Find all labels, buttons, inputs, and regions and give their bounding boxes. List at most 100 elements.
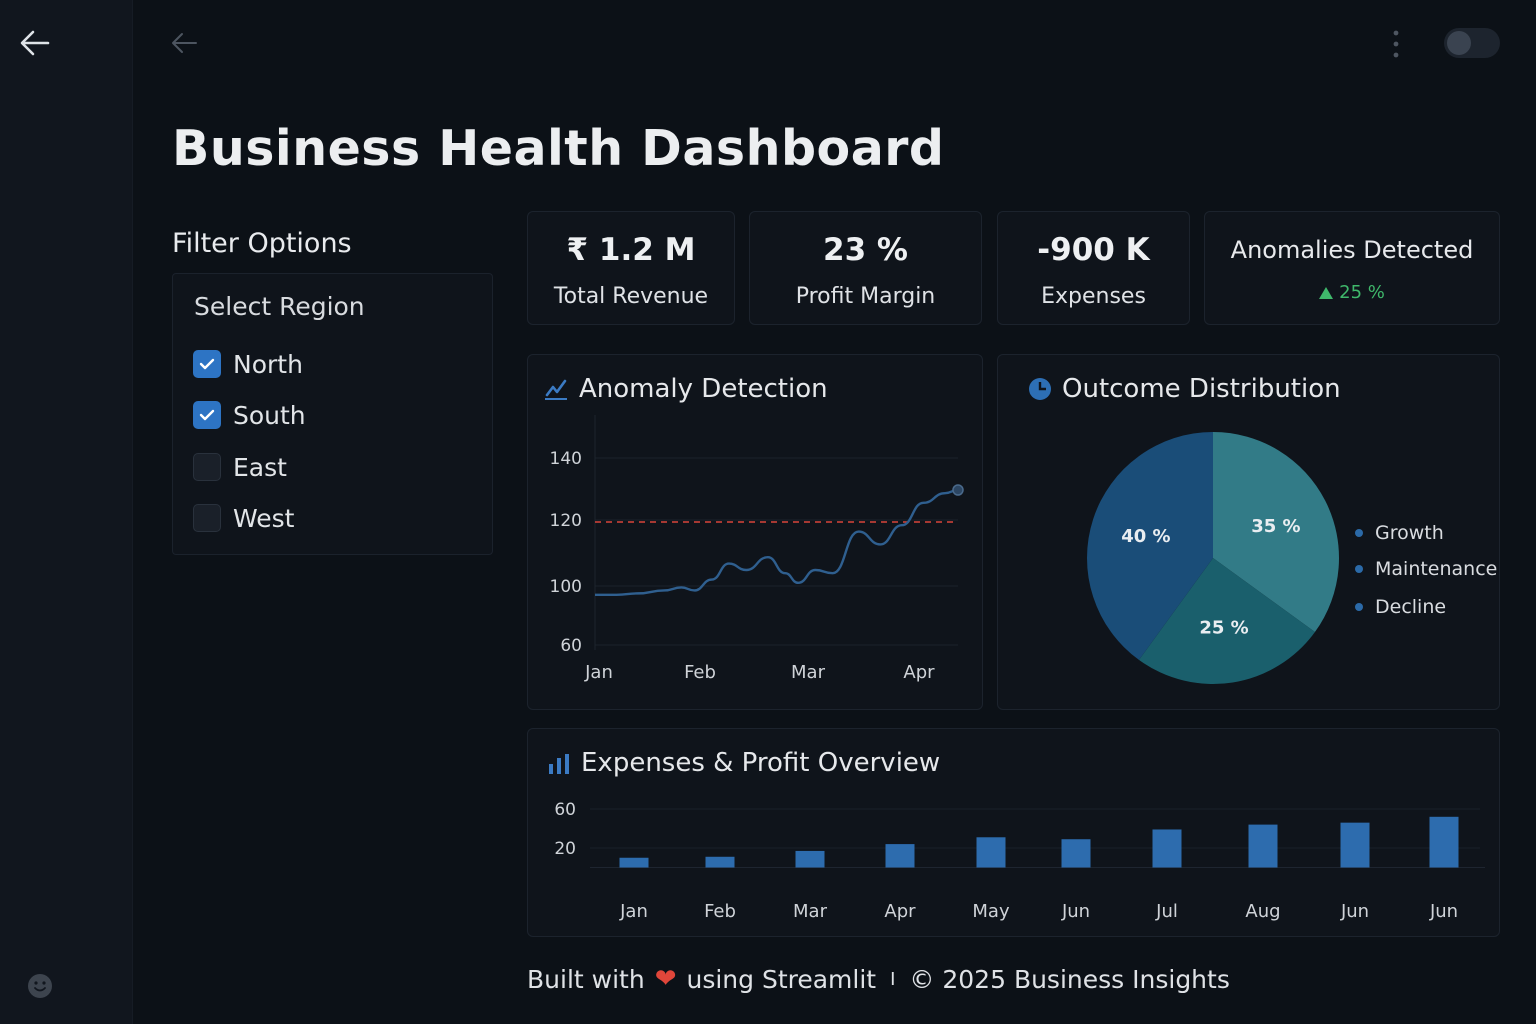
outcome-pie-chart: 40 % 35 % 25 % <box>1087 432 1339 684</box>
y-tick-label: 60 <box>560 636 582 656</box>
x-tick-label: Mar <box>791 662 826 683</box>
x-tick-label: Aug <box>1245 901 1280 922</box>
x-tick-label: Jun <box>1061 901 1090 922</box>
outcome-panel-title: Outcome Distribution <box>1062 374 1341 404</box>
anomaly-panel-header: Anomaly Detection <box>543 374 828 404</box>
back-arrow-icon[interactable] <box>170 30 198 56</box>
more-menu-icon[interactable] <box>1386 28 1406 60</box>
up-triangle-icon <box>1319 286 1334 299</box>
anomaly-panel-title: Anomaly Detection <box>579 374 828 404</box>
y-tick-label: 20 <box>554 839 576 859</box>
footer-suffix: using Streamlit <box>686 964 877 994</box>
outcome-panel-header: Outcome Distribution <box>1028 374 1341 404</box>
delta-value: 25 % <box>1339 282 1385 303</box>
region-label: South <box>233 400 306 430</box>
expenses-bar-chart: 20 60 Jan Feb Mar Apr May Jun Jul Aug Jun Jun <box>554 800 1485 922</box>
footer-separator: I <box>890 968 896 990</box>
kpi-profit-margin: 23 % Profit Margin <box>749 211 982 325</box>
line-chart-icon <box>545 379 567 400</box>
region-checkbox-west[interactable]: West <box>193 501 294 535</box>
bar <box>619 857 649 868</box>
region-filter-box: Select Region North South East West <box>172 273 493 555</box>
kpi-total-revenue: ₹ 1.2 M Total Revenue <box>527 211 735 325</box>
sidebar-back-arrow-icon[interactable] <box>18 28 52 58</box>
bar <box>1061 839 1091 868</box>
kpi-delta: 25 % <box>1319 282 1385 303</box>
kpi-label: Total Revenue <box>553 284 709 309</box>
legend-label: Maintenance <box>1375 558 1498 580</box>
checkbox-unchecked-icon[interactable] <box>193 504 221 532</box>
checkbox-checked-icon[interactable] <box>193 401 221 429</box>
x-tick-label: Feb <box>704 901 736 922</box>
pie-chart-icon <box>1029 378 1051 400</box>
theme-toggle[interactable] <box>1444 28 1500 58</box>
anomaly-line-chart: 60 100 120 140 Jan Feb Mar Apr <box>550 415 964 683</box>
anomaly-detection-panel <box>527 354 983 710</box>
legend-growth: Growth <box>1355 522 1444 544</box>
page-title: Business Health Dashboard <box>172 120 945 177</box>
pie-slice <box>1087 432 1213 660</box>
footer-copyright: © 2025 Business Insights <box>909 964 1230 994</box>
region-label: West <box>233 503 295 533</box>
y-tick-label: 140 <box>550 449 582 469</box>
kpi-value: -900 K <box>1037 232 1150 268</box>
region-label: East <box>233 452 287 482</box>
filter-title: Filter Options <box>172 228 352 259</box>
kpi-value: 23 % <box>823 232 908 268</box>
legend-maintenance: Maintenance <box>1355 558 1497 580</box>
region-checkbox-east[interactable]: East <box>193 450 287 484</box>
kpi-title: Anomalies Detected <box>1230 236 1474 264</box>
x-tick-label: Mar <box>793 901 828 922</box>
kpi-anomalies-detected: Anomalies Detected 25 % <box>1204 211 1500 325</box>
series-end-point <box>952 484 964 496</box>
region-checkbox-north[interactable]: North <box>193 347 303 381</box>
x-tick-label: Jun <box>1429 901 1458 922</box>
pie-slice <box>1138 558 1315 684</box>
filter-subtitle: Select Region <box>194 292 365 321</box>
bar-chart-icon <box>549 754 569 774</box>
bar <box>795 850 825 868</box>
checkbox-checked-icon[interactable] <box>193 350 221 378</box>
legend-label: Growth <box>1375 522 1444 544</box>
expenses-panel-title: Expenses & Profit Overview <box>581 748 941 778</box>
checkbox-unchecked-icon[interactable] <box>193 453 221 481</box>
bar <box>885 844 915 868</box>
region-label: North <box>233 349 303 379</box>
legend-dot <box>1355 603 1363 611</box>
kpi-label: Profit Margin <box>795 284 936 309</box>
bar <box>1429 816 1459 868</box>
expenses-panel-header: Expenses & Profit Overview <box>547 748 940 778</box>
kpi-value: ₹ 1.2 M <box>566 232 696 268</box>
bar <box>976 837 1006 868</box>
x-tick-label: Jun <box>1340 901 1369 922</box>
x-tick-label: Jul <box>1155 901 1178 922</box>
pie-slice <box>1213 432 1339 633</box>
x-tick-label: Feb <box>684 662 716 683</box>
x-tick-label: Jan <box>619 901 648 922</box>
smiley-icon[interactable] <box>27 973 53 999</box>
legend-decline: Decline <box>1355 596 1446 618</box>
x-tick-label: Apr <box>884 901 916 922</box>
y-tick-label: 100 <box>550 577 582 597</box>
region-checkbox-south[interactable]: South <box>193 398 306 432</box>
footer: Built with ❤ using Streamlit I © 2025 Bu… <box>527 964 1230 994</box>
expenses-profit-panel <box>527 728 1500 937</box>
heart-icon: ❤ <box>654 964 677 994</box>
pie-slice-label: 40 % <box>1121 526 1170 547</box>
sidebar <box>0 0 133 1024</box>
legend-dot <box>1355 529 1363 537</box>
kpi-label: Expenses <box>1041 284 1146 309</box>
legend-dot <box>1355 565 1363 573</box>
bar <box>1152 829 1182 868</box>
series-line <box>595 488 959 597</box>
bar <box>705 856 735 868</box>
footer-prefix: Built with <box>527 964 645 994</box>
toggle-knob <box>1447 31 1471 55</box>
bar <box>1248 824 1278 868</box>
pie-slice-label: 25 % <box>1199 618 1248 639</box>
bar <box>1340 822 1370 868</box>
pie-slice-label: 35 % <box>1251 516 1300 537</box>
kpi-expenses: -900 K Expenses <box>997 211 1190 325</box>
y-tick-label: 60 <box>554 800 576 820</box>
legend-label: Decline <box>1375 596 1447 618</box>
